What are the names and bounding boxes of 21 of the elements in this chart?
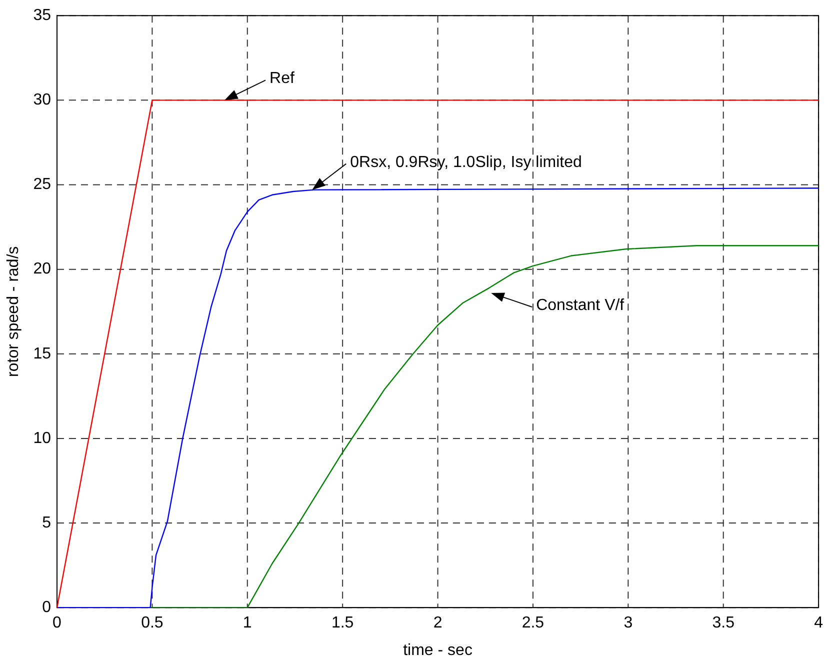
y-tick-label: 5	[42, 514, 52, 532]
y-tick-label: 0	[42, 599, 52, 616]
x-tick-label: 2	[433, 614, 442, 632]
y-tick-label: 15	[33, 345, 52, 362]
annotation: 0Rsx, 0.9Rsy, 1.0Slip, Isy limited	[350, 154, 582, 172]
x-tick-label: 3	[624, 614, 633, 632]
x-tick-label: 1	[242, 614, 252, 632]
x-tick-label: 0.5	[141, 614, 164, 632]
y-tick-label: 35	[33, 7, 52, 24]
y-tick-label: 25	[33, 176, 52, 194]
annotation: Constant V/f	[536, 296, 624, 315]
x-axis-title: time - sec	[403, 642, 472, 659]
y-tick-label: 30	[33, 92, 52, 109]
y-tick-label: 10	[33, 430, 52, 447]
x-tick-label: 4	[814, 614, 824, 632]
x-tick-label: 2.5	[522, 614, 544, 632]
y-axis-title: rotor speed - rad/s	[5, 246, 22, 377]
y-tick-label: 20	[33, 260, 52, 278]
annotation: Ref	[270, 70, 294, 88]
x-tick-label: 3.5	[712, 614, 735, 632]
x-tick-label: 1.5	[331, 614, 354, 632]
